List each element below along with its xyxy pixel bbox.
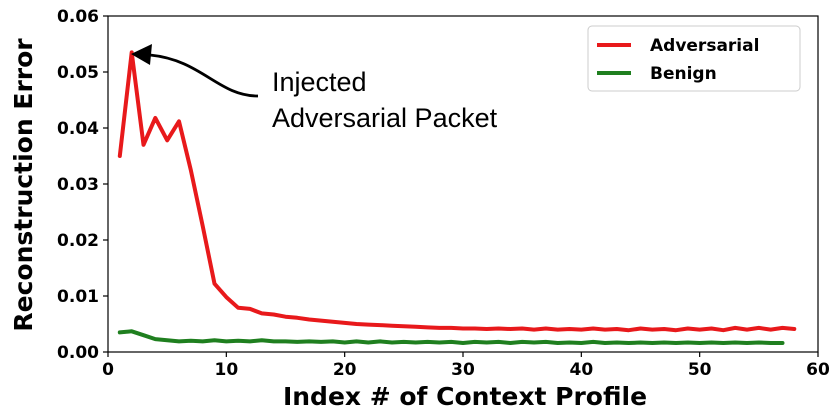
x-tick-label: 10 xyxy=(214,360,238,380)
y-tick-label: 0.03 xyxy=(57,175,99,195)
plot-marks xyxy=(117,50,797,345)
annotation-line-1: Injected xyxy=(272,67,367,97)
legend-box xyxy=(587,25,801,92)
x-tick-label: 40 xyxy=(569,360,593,380)
legend-label-adversarial: Adversarial xyxy=(650,36,759,56)
x-axis-label: Index # of Context Profile xyxy=(283,382,647,411)
y-tick-label: 0.00 xyxy=(57,343,99,363)
x-tick-label: 50 xyxy=(688,360,712,380)
y-axis-label: Reconstruction Error xyxy=(9,38,38,332)
y-tick-label: 0.06 xyxy=(57,7,99,27)
series-line-adversarial xyxy=(117,50,797,333)
series-line-benign xyxy=(117,329,785,345)
x-tick-label: 60 xyxy=(806,360,830,380)
y-tick-label: 0.01 xyxy=(57,287,99,307)
legend-label-benign: Benign xyxy=(650,64,717,84)
legend: Adversarial Benign xyxy=(587,25,801,92)
axis-ticks: 0 10 20 30 40 50 60 0.00 0.01 0.02 0.03 0.04 0.05 0.0… xyxy=(57,7,830,380)
y-tick-label: 0.02 xyxy=(57,231,99,251)
annotation-arrow xyxy=(149,53,259,98)
annotation-line-2: Adversarial Packet xyxy=(272,103,498,133)
annotation: Injected Adversarial Packet xyxy=(131,44,498,133)
annotation-arrowhead xyxy=(131,44,152,65)
x-tick-label: 0 xyxy=(102,360,114,380)
x-tick-label: 20 xyxy=(333,360,357,380)
y-tick-label: 0.05 xyxy=(57,63,99,83)
y-tick-label: 0.04 xyxy=(57,119,99,139)
x-tick-label: 30 xyxy=(451,360,475,380)
